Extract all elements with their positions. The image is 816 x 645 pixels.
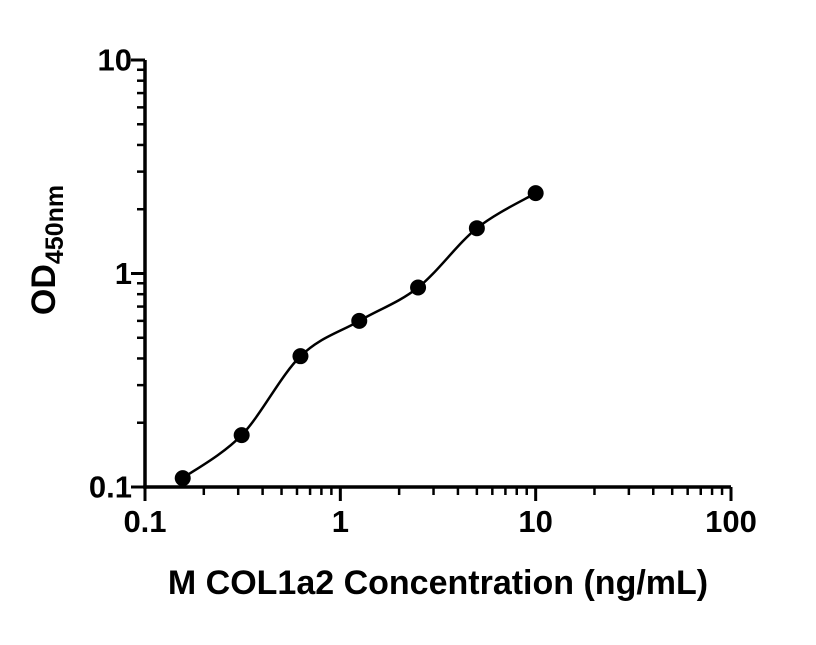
data-point [292,348,309,365]
x-tick-label: 10 [518,504,552,539]
data-point [410,279,427,296]
data-point [174,470,191,487]
data-point [527,185,544,202]
y-axis-title-subscript: 450nm [41,185,69,264]
x-tick-label: 0.1 [123,504,166,539]
x-tick-label: 100 [705,504,757,539]
data-point [468,220,485,237]
x-tick-label: 1 [332,504,349,539]
y-axis-title-main: OD [25,264,63,315]
y-axis-title: OD450nm [25,185,69,315]
y-tick-label: 0.1 [89,470,132,505]
x-axis-title: M COL1a2 Concentration (ng/mL) [168,564,708,602]
y-tick-label: 1 [115,256,132,291]
data-point [351,312,368,329]
data-point [233,427,250,444]
y-tick-label: 10 [98,43,132,78]
